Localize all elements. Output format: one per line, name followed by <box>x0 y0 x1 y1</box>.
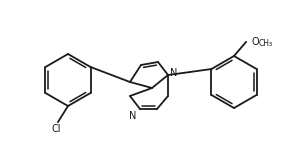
Text: N: N <box>129 111 137 121</box>
Text: CH₃: CH₃ <box>259 39 273 48</box>
Text: O: O <box>251 37 259 47</box>
Text: Cl: Cl <box>51 124 61 134</box>
Text: N: N <box>170 68 178 78</box>
